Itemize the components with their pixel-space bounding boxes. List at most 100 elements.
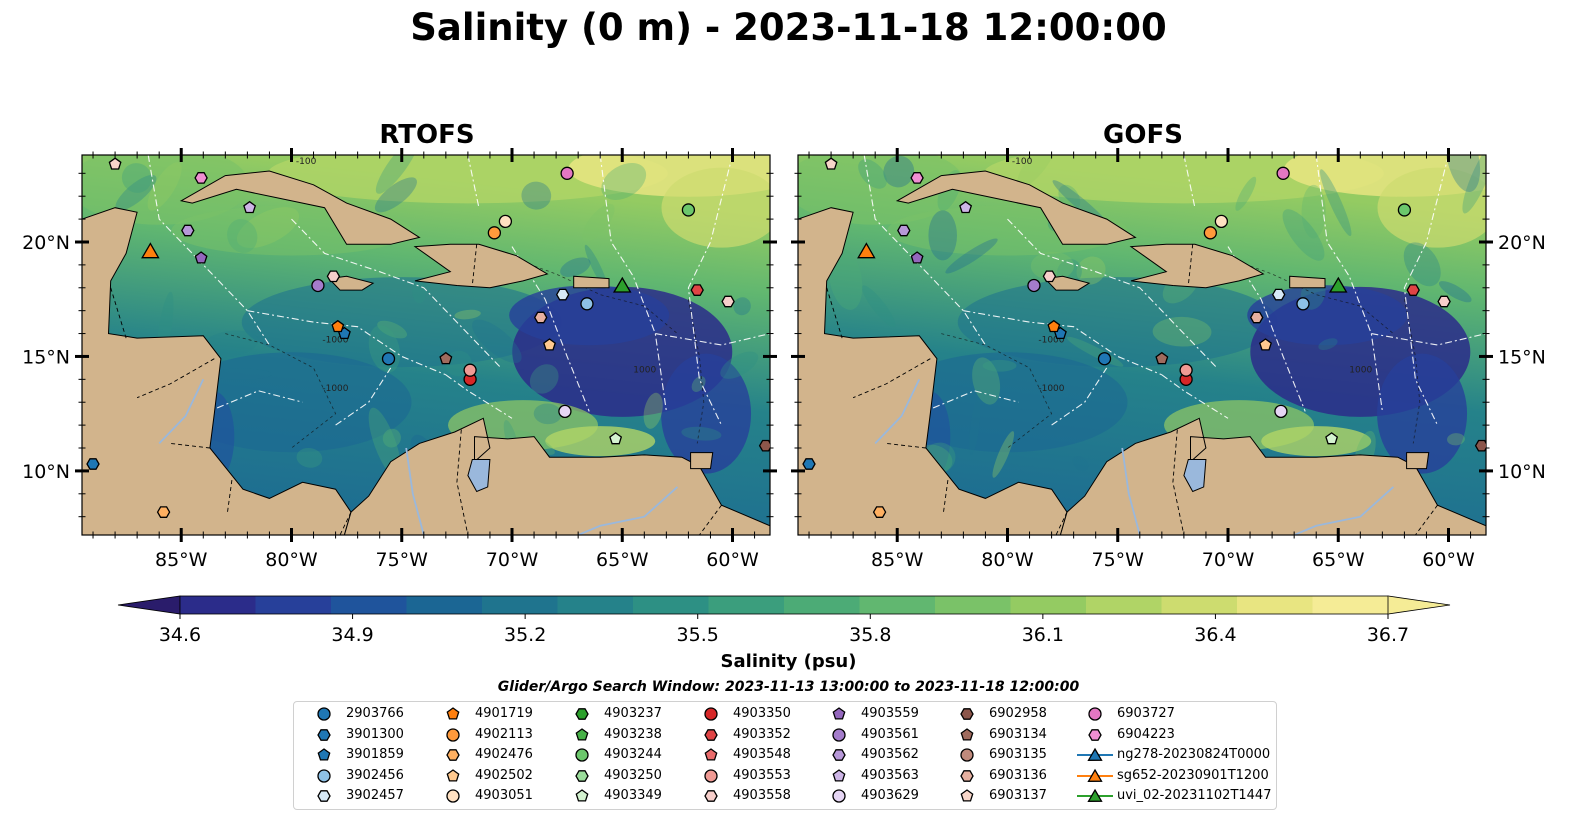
float-marker	[487, 226, 502, 240]
legend-symbol	[575, 789, 589, 802]
legend-label: 4902502	[475, 767, 533, 783]
float-marker	[1437, 295, 1451, 308]
float-marker	[1047, 319, 1061, 333]
legend-marker	[704, 748, 718, 761]
legend-label: 4903558	[733, 788, 791, 804]
legend-label: 4903561	[861, 726, 919, 742]
lon-tick-label: 65°W	[596, 549, 649, 571]
legend-label: 4903562	[861, 747, 919, 763]
float-marker	[1249, 311, 1264, 324]
lon-tick-label: 70°W	[486, 549, 539, 571]
legend-marker	[832, 707, 846, 720]
lon-tick-label: 85°W	[871, 549, 924, 571]
country-borders	[110, 244, 722, 535]
colorbar-segment	[406, 596, 483, 614]
glider-marker	[141, 242, 160, 259]
float-marker	[824, 157, 838, 170]
contour-label: -100	[1012, 157, 1033, 167]
colorbar-tick-label: 36.1	[1022, 624, 1064, 646]
float-marker	[1155, 351, 1169, 365]
map-panel-gofs: -1000 -1000 1000 -100 85°W 80°W 75°W 70°W 65°W 60…	[791, 148, 1546, 571]
legend-label: 4902113	[475, 726, 533, 742]
lon-tick-label: 70°W	[1202, 549, 1255, 571]
legend-symbol	[704, 790, 718, 803]
land-masses	[82, 155, 770, 535]
legend-marker	[317, 728, 331, 741]
legend-marker	[960, 769, 974, 782]
float-marker	[555, 288, 570, 301]
eez-boundaries	[863, 155, 1486, 426]
legend-label: 4902476	[475, 747, 533, 763]
search-window-text: Glider/Argo Search Window: 2023-11-13 13…	[497, 679, 1080, 695]
legend-symbol	[704, 728, 718, 741]
colorbar-segment	[180, 596, 257, 614]
colorbar-tick-label: 36.4	[1194, 624, 1236, 646]
colorbar-segment	[1010, 596, 1087, 614]
float-marker	[381, 352, 396, 366]
legend-symbol	[446, 727, 460, 742]
land-masses	[798, 155, 1486, 535]
legend-marker	[317, 769, 331, 783]
legend-symbol	[704, 769, 718, 783]
legend-marker	[575, 769, 589, 782]
legend-label: 3901859	[346, 747, 404, 763]
legend-marker	[575, 708, 589, 720]
legend-symbol	[960, 708, 974, 720]
legend-symbol	[832, 789, 846, 804]
legend-label: 4903238	[604, 726, 662, 742]
legend-symbol	[446, 749, 460, 762]
contour-label: -1000	[322, 384, 348, 394]
legend-marker	[1088, 728, 1102, 741]
colorbar-frame	[179, 595, 1389, 615]
legend-label: 4903250	[604, 767, 662, 783]
float-marker	[543, 338, 556, 351]
colorbar-segment	[784, 596, 861, 614]
float-marker	[243, 200, 257, 214]
legend-marker	[960, 748, 974, 762]
legend-symbol	[1087, 768, 1103, 782]
colorbar-segment	[935, 596, 1012, 614]
float-marker	[758, 439, 770, 452]
legend-symbol	[575, 708, 589, 720]
legend-marker	[446, 749, 460, 762]
legend-marker	[704, 728, 718, 741]
legend-symbol	[317, 790, 331, 803]
legend-symbol	[960, 789, 974, 802]
legend-marker	[446, 707, 460, 720]
lon-tick-label: 75°W	[376, 549, 429, 571]
contour-label: 1000	[633, 365, 656, 375]
float-marker	[959, 200, 973, 214]
colorbar-tick-label: 34.9	[331, 624, 373, 646]
legend-symbol	[317, 728, 331, 741]
legend-marker	[704, 707, 718, 721]
colorbar-segment	[331, 596, 408, 614]
colorbar-segment	[557, 596, 634, 614]
float-marker	[1203, 226, 1218, 240]
legend-label: 3901300	[346, 726, 404, 742]
float-marker	[1271, 288, 1286, 301]
float-marker	[498, 214, 513, 229]
float-marker	[1296, 297, 1310, 311]
colorbar-segment	[1086, 596, 1163, 614]
legend-marker	[832, 768, 846, 782]
legend-marker	[575, 789, 589, 802]
legend-marker	[960, 789, 974, 802]
legend-marker	[832, 727, 846, 742]
legend-label: 6903727	[1117, 706, 1175, 721]
float-marker	[1276, 166, 1290, 180]
legend-symbol	[446, 789, 460, 804]
legend-marker	[575, 727, 589, 741]
colorbar-segment	[1312, 596, 1389, 614]
legend-marker	[317, 748, 331, 761]
lon-tick-label: 85°W	[155, 549, 208, 571]
glider-marker	[857, 242, 876, 259]
legend-label: uvi_02-20231102T1447	[1117, 788, 1272, 804]
legend-label: 6902958	[989, 706, 1047, 721]
legend-symbol	[575, 727, 589, 741]
legend-symbol	[317, 769, 331, 783]
figure-title: Salinity (0 m) - 2023-11-18 12:00:00	[410, 6, 1167, 49]
float-marker	[533, 311, 548, 324]
contour-label: 1000	[1349, 365, 1372, 375]
colorbar-extend-max	[1387, 595, 1451, 615]
legend-marker	[317, 707, 331, 721]
